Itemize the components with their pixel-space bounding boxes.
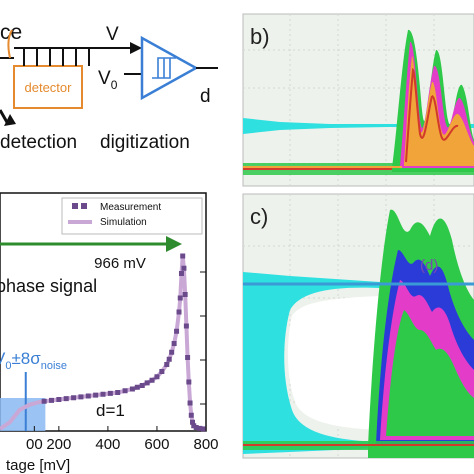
panel-c-cyan-inner	[287, 296, 380, 430]
measurement-point	[154, 374, 160, 380]
chart-y-ticks	[200, 271, 206, 405]
measurement-point	[49, 397, 54, 403]
measurement-point	[183, 323, 189, 329]
measurement-point	[78, 394, 84, 400]
chart-legend: Measurement Simulation	[61, 197, 203, 235]
source-curve	[7, 29, 13, 59]
detector-box	[13, 65, 83, 109]
measurement-point	[56, 397, 62, 402]
measurement-point	[159, 369, 165, 374]
measurement-point	[190, 419, 196, 425]
measurement-point	[115, 390, 121, 395]
measurement-point	[107, 390, 113, 396]
hysteresis-icon	[152, 57, 176, 79]
measurement-point	[174, 328, 180, 334]
measurement-point	[180, 253, 186, 259]
measurement-point	[144, 380, 150, 386]
measurement-point	[93, 392, 99, 398]
signal-label: phase signal	[0, 276, 97, 296]
measurement-point	[197, 425, 203, 431]
output-d-label: d	[200, 86, 211, 107]
amplitude-label: 966 mV	[94, 255, 146, 272]
measurement-point	[100, 391, 106, 397]
panel-b-oscilloscope: b)	[242, 13, 474, 187]
measurement-point	[129, 386, 135, 392]
panel-b-label: b)	[250, 24, 270, 49]
panel-b-burst-core	[405, 67, 459, 163]
legend-measurement-marker-2	[81, 203, 87, 209]
panel-b-baseline-core	[243, 167, 474, 170]
panel-c-burst-green-core	[386, 310, 474, 436]
detection-label: detection	[0, 132, 77, 153]
measurement-point	[149, 377, 155, 383]
x-tick-label: 200	[46, 436, 71, 453]
measurement-point	[193, 425, 199, 430]
measurement-point	[171, 341, 177, 346]
x-tick-label: 600	[144, 436, 169, 453]
measurement-point	[134, 384, 140, 390]
panel-c-inset-label: (d)	[420, 257, 438, 274]
measurement-point	[169, 349, 175, 355]
measurement-point	[201, 426, 207, 432]
detection-pointer-head	[4, 114, 16, 126]
measurement-point	[177, 295, 183, 301]
legend-measurement-marker	[72, 203, 78, 209]
panel-a-schematic: ce detector V V0 d detection	[0, 21, 218, 153]
legend-simulation-label: Simulation	[100, 217, 147, 228]
measurement-point	[63, 396, 69, 402]
measurement-point	[182, 292, 188, 297]
measurement-point	[122, 388, 128, 394]
measurement-point	[178, 271, 184, 276]
measurement-point	[185, 355, 191, 360]
measurement-point	[188, 412, 194, 418]
measurement-point	[71, 395, 77, 401]
comparator-triangle	[140, 35, 199, 101]
measurement-point	[166, 356, 172, 362]
series-measurement-points	[41, 253, 207, 432]
panel-c-label: c)	[250, 204, 268, 229]
x-tick-label: 00	[26, 436, 43, 453]
noise-threshold-label: V0±8σnoise	[0, 349, 67, 372]
digitization-label: digitization	[100, 132, 190, 153]
measurement-point	[85, 393, 91, 399]
legend-measurement-label: Measurement	[100, 202, 161, 213]
signal-arrowhead	[130, 42, 142, 54]
panel-d-chart: 00 200 400 600 800 Measurement Simulation 96…	[0, 192, 219, 474]
panel-b-cyan-trace	[243, 118, 474, 134]
x-tick-label: 800	[193, 436, 218, 453]
detector-label: detector	[25, 80, 73, 95]
panel-c-oscilloscope: c) (d)	[242, 193, 474, 459]
x-tick-label: 400	[95, 436, 120, 453]
measurement-point	[181, 265, 187, 271]
d-value-label: d=1	[96, 401, 125, 420]
chart-x-ticks: 00 200 400 600 800	[26, 426, 219, 453]
measurement-point	[139, 383, 145, 388]
x-axis-label: tage [mV]	[6, 457, 70, 474]
measurement-point	[41, 398, 47, 404]
signal-v-label: V	[106, 24, 119, 45]
measurement-point	[186, 379, 192, 385]
measurement-point	[164, 362, 170, 367]
panel-c-cyan-envelope	[243, 272, 380, 454]
threshold-v-label: V0	[98, 68, 118, 92]
detector-pins	[23, 48, 90, 66]
measurement-point	[187, 400, 193, 406]
measurement-point	[176, 309, 182, 315]
amplitude-arrowhead	[166, 236, 182, 252]
